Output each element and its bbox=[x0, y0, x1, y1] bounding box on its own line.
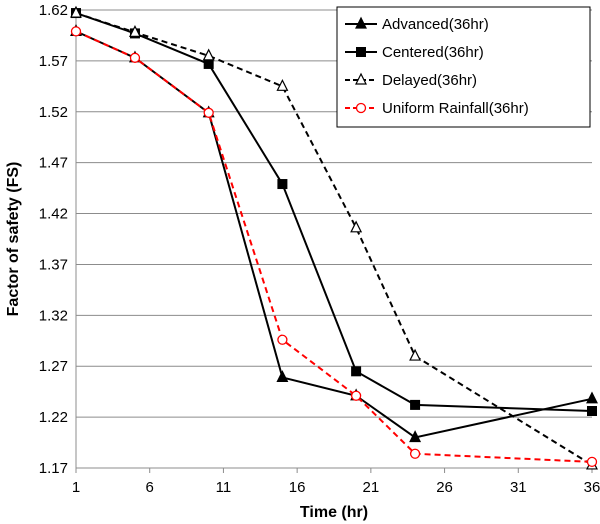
x-tick-label: 16 bbox=[289, 479, 306, 496]
y-tick-label: 1.62 bbox=[39, 2, 68, 19]
data-point bbox=[202, 48, 215, 61]
x-axis-title: Time (hr) bbox=[300, 504, 368, 521]
y-tick-label: 1.37 bbox=[39, 256, 68, 273]
legend-label: Centered(36hr) bbox=[382, 44, 484, 61]
data-point bbox=[276, 78, 289, 91]
data-point bbox=[409, 348, 422, 361]
axes: 1.62 1.57 1.52 1.47 1.42 1.37 1.32 1.27 1.22 1.17… bbox=[39, 2, 600, 496]
legend-marker bbox=[355, 72, 367, 85]
y-tick-label: 1.27 bbox=[39, 358, 68, 375]
y-tick-label: 1.22 bbox=[39, 409, 68, 426]
legend-label: Delayed(36hr) bbox=[382, 72, 477, 89]
y-tick-label: 1.17 bbox=[39, 460, 68, 477]
x-tick-label: 36 bbox=[584, 479, 600, 496]
legend-item: Delayed(36hr) bbox=[345, 72, 477, 89]
data-point bbox=[409, 448, 421, 459]
y-axis-title: Factor of safety (FS) bbox=[5, 162, 22, 317]
y-tick-label: 1.52 bbox=[39, 104, 68, 121]
legend-item: Centered(36hr) bbox=[345, 44, 484, 61]
data-point bbox=[350, 220, 363, 233]
legend-item: Advanced(36hr) bbox=[345, 16, 489, 33]
data-point bbox=[351, 366, 362, 377]
series-lines bbox=[70, 5, 598, 470]
data-point bbox=[70, 26, 82, 37]
x-tick-label: 31 bbox=[510, 479, 527, 496]
x-tick-label: 6 bbox=[146, 479, 154, 496]
x-tick-label: 11 bbox=[216, 479, 232, 496]
legend-marker bbox=[356, 47, 366, 57]
legend-label: Advanced(36hr) bbox=[382, 16, 489, 33]
legend-marker bbox=[355, 102, 367, 114]
data-point bbox=[410, 399, 421, 410]
x-tick-label: 21 bbox=[363, 479, 380, 496]
data-point bbox=[203, 107, 214, 118]
data-point bbox=[350, 390, 362, 401]
data-point bbox=[409, 430, 422, 443]
legend-label: Uniform Rainfall(36hr) bbox=[382, 100, 529, 117]
legend-item: Uniform Rainfall(36hr) bbox=[345, 100, 529, 117]
data-point bbox=[70, 5, 82, 18]
legend-box bbox=[336, 6, 591, 128]
data-point bbox=[586, 391, 598, 404]
data-point bbox=[587, 406, 597, 417]
legend: Advanced(36hr) Centered(36hr) Delayed(36hr… bbox=[336, 6, 591, 128]
data-point bbox=[586, 456, 598, 468]
series-3 bbox=[70, 26, 598, 468]
data-point bbox=[277, 179, 288, 190]
y-tick-label: 1.32 bbox=[39, 307, 68, 324]
y-tick-label: 1.57 bbox=[39, 53, 68, 70]
data-point bbox=[277, 334, 288, 345]
legend-marker bbox=[355, 16, 367, 29]
data-point bbox=[203, 58, 214, 69]
x-tick-label: 26 bbox=[436, 479, 453, 496]
data-point bbox=[129, 52, 141, 63]
y-tick-label: 1.42 bbox=[39, 206, 68, 223]
y-tick-label: 1.47 bbox=[39, 155, 68, 172]
data-point bbox=[129, 25, 141, 37]
data-point bbox=[276, 370, 289, 383]
x-tick-label: 1 bbox=[72, 479, 80, 496]
